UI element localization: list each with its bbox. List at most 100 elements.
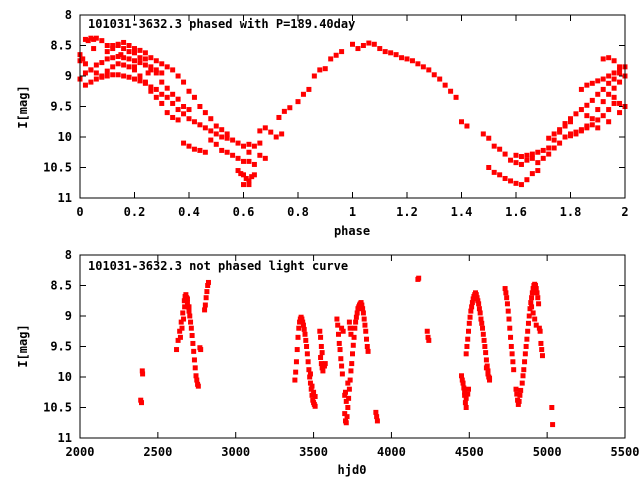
phased-data-point — [132, 50, 137, 56]
phased-data-point — [584, 102, 590, 108]
phased-y-tick-label: 8 — [65, 8, 72, 22]
unphased-data-point — [318, 334, 324, 340]
unphased-data-point — [463, 351, 469, 357]
phased-data-point — [246, 182, 252, 188]
phased-data-point — [573, 131, 579, 137]
unphased-data-point — [350, 351, 355, 357]
phased-data-point — [529, 155, 535, 161]
unphased-data-point — [464, 344, 470, 349]
phased-data-point — [142, 79, 148, 85]
unphased-y-tick-label: 8.5 — [50, 279, 72, 293]
phased-data-point — [213, 141, 219, 147]
unphased-data-point — [297, 319, 303, 325]
unphased-data-point — [509, 351, 515, 357]
unphased-data-point — [335, 322, 341, 328]
phased-data-point — [251, 143, 257, 149]
phased-data-point — [208, 137, 214, 143]
unphased-data-point — [334, 316, 340, 322]
phased-data-point — [257, 140, 263, 146]
unphased-data-point — [319, 350, 325, 356]
phased-data-point — [82, 36, 88, 42]
phased-data-point — [99, 60, 105, 66]
unphased-data-point — [504, 295, 510, 301]
phased-data-point — [328, 56, 334, 62]
phased-data-point — [589, 97, 595, 103]
phased-data-point — [148, 67, 154, 73]
phased-data-point — [126, 64, 132, 70]
unphased-data-point — [293, 369, 299, 375]
unphased-data-point — [188, 325, 194, 331]
unphased-data-point — [342, 389, 348, 395]
unphased-x-tick-label: 2000 — [66, 445, 95, 459]
phased-data-point — [600, 76, 606, 82]
unphased-data-point — [485, 368, 491, 374]
unphased-data-point — [513, 386, 519, 392]
phased-data-point — [93, 62, 99, 68]
phased-data-point — [589, 116, 595, 122]
phased-data-point — [121, 39, 127, 45]
unphased-data-point — [183, 292, 189, 298]
unphased-data-point — [485, 371, 491, 377]
unphased-data-point — [337, 347, 343, 353]
phased-data-point — [115, 53, 121, 59]
unphased-data-point — [294, 347, 300, 353]
unphased-data-point — [507, 325, 513, 331]
unphased-data-point — [335, 331, 341, 337]
unphased-x-axis-label: hjd0 — [338, 463, 367, 477]
phased-x-axis-label: phase — [334, 224, 370, 238]
phased-data-point — [584, 82, 590, 88]
phased-data-point — [524, 157, 530, 163]
phased-data-point — [202, 110, 208, 116]
unphased-data-point — [465, 336, 471, 342]
unphased-data-point — [352, 325, 358, 331]
phased-data-point — [186, 88, 192, 94]
unphased-data-point — [140, 371, 146, 377]
unphased-y-tick-label: 9 — [65, 309, 72, 323]
phased-data-point — [491, 143, 497, 149]
unphased-data-point — [317, 328, 323, 334]
phased-data-point — [241, 158, 246, 164]
phased-data-point — [366, 40, 372, 46]
phased-data-point — [82, 61, 88, 67]
phased-data-point — [82, 70, 88, 76]
phased-data-point — [350, 41, 355, 47]
unphased-data-point — [348, 368, 354, 374]
unphased-data-point — [466, 386, 472, 392]
unphased-data-point — [188, 319, 194, 325]
phased-data-point — [137, 73, 143, 79]
phased-data-point — [339, 49, 345, 55]
unphased-data-point — [536, 325, 542, 331]
unphased-data-point — [300, 319, 306, 325]
unphased-data-point — [534, 290, 540, 296]
phased-data-point — [197, 122, 203, 128]
phased-data-point — [388, 50, 394, 56]
phased-data-point — [437, 76, 443, 82]
phased-data-point — [110, 72, 116, 78]
phased-data-point — [578, 86, 584, 92]
unphased-data-point — [346, 386, 352, 392]
phased-data-point — [170, 114, 176, 120]
phased-data-point — [197, 104, 203, 109]
phased-data-point — [562, 121, 568, 127]
unphased-data-point — [300, 322, 306, 328]
unphased-data-point — [520, 373, 526, 379]
phased-data-point — [104, 73, 110, 79]
phased-data-point — [611, 70, 617, 76]
unphased-data-point — [345, 380, 351, 386]
phased-plot-frame — [79, 14, 626, 199]
unphased-data-point — [503, 290, 509, 296]
phased-data-point — [589, 122, 595, 128]
phased-data-point — [606, 80, 612, 86]
unphased-data-point — [487, 377, 493, 383]
phased-data-point — [181, 79, 187, 85]
unphased-data-point — [342, 411, 348, 417]
unphased-data-point — [479, 320, 485, 326]
phased-data-point — [85, 38, 91, 44]
phased-data-point — [208, 128, 214, 134]
unphased-y-tick-label: 10.5 — [43, 401, 72, 415]
unphased-data-point — [343, 420, 349, 426]
phased-data-point — [279, 131, 285, 137]
unphased-data-point — [186, 308, 192, 314]
phased-data-point — [164, 94, 170, 100]
phased-data-point — [535, 160, 541, 166]
